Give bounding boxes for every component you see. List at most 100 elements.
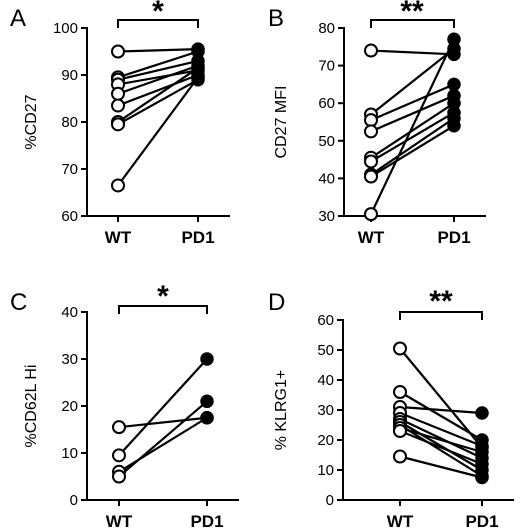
data-point-wt: [111, 117, 125, 132]
y-tick-label: 20: [61, 398, 78, 415]
data-point-pd1: [475, 470, 489, 485]
pair-line: [399, 426, 483, 454]
data-point-wt: [364, 169, 378, 184]
pair-line: [117, 50, 199, 79]
pair-line: [399, 455, 483, 479]
significance-marker: *: [152, 0, 164, 28]
significance-bracket: [118, 305, 208, 314]
pair-line: [117, 76, 199, 187]
pair-line: [118, 358, 208, 457]
y-tick-label: 50: [318, 133, 335, 150]
data-point-wt: [393, 449, 407, 464]
pair-line: [370, 94, 455, 133]
y-tick-label: 0: [70, 492, 78, 509]
significance-bracket: [370, 19, 455, 28]
pair-line: [399, 391, 483, 441]
pair-line: [117, 59, 199, 81]
data-point-pd1: [191, 70, 205, 85]
data-point-wt: [364, 207, 378, 222]
y-tick-label: 50: [317, 342, 334, 359]
data-point-wt: [364, 124, 378, 139]
x-tick-label: PD1: [181, 228, 214, 247]
data-point-pd1: [475, 406, 489, 420]
y-tick-label: 0: [326, 492, 334, 509]
y-tick-label: 60: [61, 208, 78, 225]
data-point-pd1: [200, 352, 214, 366]
significance-bracket: [117, 19, 199, 28]
pair-line: [118, 400, 208, 478]
data-point-wt: [112, 469, 126, 484]
data-point-wt: [364, 113, 378, 128]
pair-line: [117, 73, 199, 107]
data-point-wt: [393, 424, 407, 438]
significance-marker: **: [400, 0, 424, 28]
x-tick-label: WT: [387, 512, 414, 530]
pair-line: [399, 429, 483, 466]
x-tick-label: PD1: [190, 512, 223, 530]
panel-letter: D: [268, 289, 285, 316]
x-tick-label: WT: [358, 228, 385, 247]
pair-line: [399, 405, 483, 415]
pair-line: [370, 111, 455, 163]
y-axis-label: CD27 MFI: [273, 86, 290, 159]
x-tick-label: WT: [106, 512, 133, 530]
pair-line: [117, 67, 199, 123]
pair-line: [117, 48, 199, 53]
panel-letter: C: [10, 289, 27, 316]
x-tick-label: PD1: [437, 228, 470, 247]
y-tick-label: 30: [61, 351, 78, 368]
y-tick-label: 40: [317, 372, 334, 389]
y-tick-label: 70: [61, 161, 78, 178]
significance-marker: *: [157, 280, 169, 313]
y-tick-label: 60: [318, 95, 335, 112]
y-tick-label: 100: [53, 20, 78, 37]
pair-line: [399, 424, 483, 477]
y-axis-label: %CD62L Hi: [23, 365, 40, 448]
significance-marker: **: [429, 285, 453, 318]
y-tick-label: 80: [61, 114, 78, 131]
pair-line: [370, 38, 455, 215]
data-point-wt: [364, 154, 378, 169]
pair-line: [117, 69, 199, 86]
data-point-wt: [393, 385, 407, 399]
data-point-wt: [112, 448, 126, 463]
y-tick-label: 40: [61, 304, 78, 321]
data-point-wt: [111, 44, 125, 59]
y-tick-label: 80: [318, 20, 335, 37]
panel-d: D 0 10 20 30 40 50 60 WT PD1 % KLRG1+ **: [268, 285, 514, 530]
y-tick-label: 10: [317, 462, 334, 479]
pair-line: [117, 64, 199, 95]
y-axis-label: %CD27: [23, 94, 40, 149]
y-axis-label: % KLRG1+: [273, 370, 290, 450]
data-point-wt: [111, 178, 125, 193]
data-point-pd1: [200, 394, 214, 409]
data-point-wt: [111, 86, 125, 101]
data-point-wt: [111, 98, 125, 113]
y-tick-label: 30: [317, 402, 334, 419]
y-tick-label: 60: [317, 312, 334, 329]
pair-line: [370, 47, 455, 116]
pair-line: [118, 416, 208, 429]
panel-letter: B: [268, 5, 284, 32]
pair-line: [370, 83, 455, 122]
pair-line: [370, 117, 455, 176]
panel-b: B 30 40 50 60 70 80 WT PD1 CD27 MFI **: [268, 0, 486, 247]
pair-line: [370, 124, 455, 178]
data-point-wt: [393, 341, 407, 356]
pair-line: [117, 78, 199, 126]
y-tick-label: 10: [61, 445, 78, 462]
y-tick-label: 70: [318, 58, 335, 75]
data-point-pd1: [447, 77, 461, 92]
pair-line: [370, 49, 455, 56]
data-point-pd1: [447, 32, 461, 47]
y-tick-label: 30: [318, 208, 335, 225]
y-tick-label: 90: [61, 67, 78, 84]
data-point-wt: [364, 43, 378, 58]
data-point-pd1: [200, 411, 214, 425]
pair-line: [399, 418, 483, 459]
panel-letter: A: [10, 5, 26, 32]
y-tick-label: 20: [317, 432, 334, 449]
panel-a: A 60 70 80 90 100 WT PD1 %CD27 *: [10, 0, 230, 247]
data-point-pd1: [447, 119, 461, 133]
